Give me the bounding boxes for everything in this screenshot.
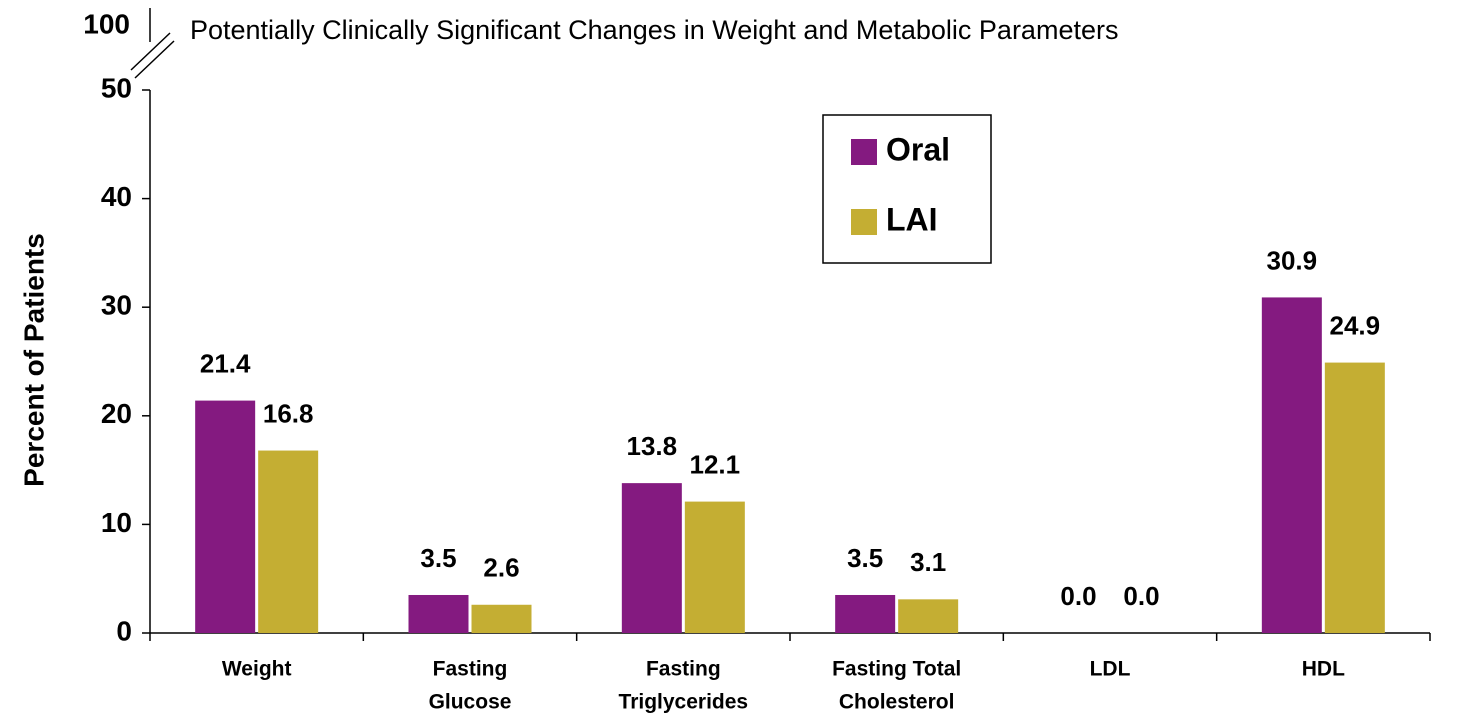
bar	[195, 400, 256, 633]
value-label: 3.1	[910, 547, 946, 577]
y-tick-label: 20	[101, 398, 132, 429]
value-label: 21.4	[200, 348, 251, 378]
value-label: 0.0	[1060, 581, 1096, 611]
x-tick-label: HDL	[1302, 658, 1345, 681]
y-tick-label: 10	[101, 507, 132, 538]
bar	[835, 594, 896, 633]
bar	[471, 604, 532, 633]
value-label: 0.0	[1123, 581, 1159, 611]
value-label: 16.8	[263, 398, 314, 428]
x-tick-label: Glucose	[429, 691, 512, 714]
value-label: 3.5	[847, 543, 883, 573]
bar	[258, 450, 319, 633]
bar	[621, 483, 682, 633]
legend-swatch	[851, 209, 877, 235]
bar	[684, 501, 745, 633]
x-tick-label: Cholesterol	[839, 691, 955, 714]
y-tick-label: 40	[101, 181, 132, 212]
value-label: 12.1	[690, 449, 741, 479]
x-tick-label: Fasting Total	[832, 658, 961, 681]
chart-title: Potentially Clinically Significant Chang…	[190, 15, 1118, 45]
x-tick-label: Weight	[222, 658, 292, 681]
x-tick-label: Fasting	[646, 658, 721, 681]
bar	[1261, 297, 1322, 633]
value-label: 13.8	[627, 431, 678, 461]
legend-label: LAI	[886, 201, 938, 237]
y-tick-label: 100	[83, 8, 130, 39]
value-label: 24.9	[1330, 310, 1381, 340]
bar	[1324, 362, 1385, 633]
bar	[408, 594, 469, 633]
y-tick-label: 30	[101, 290, 132, 321]
value-label: 30.9	[1267, 245, 1318, 275]
y-tick-label: 0	[116, 615, 132, 646]
value-label: 3.5	[420, 543, 456, 573]
axis-break	[134, 40, 175, 79]
bar	[898, 599, 959, 633]
legend-swatch	[851, 139, 877, 165]
x-tick-label: Triglycerides	[619, 691, 749, 714]
axis-break	[130, 32, 171, 71]
legend-label: Oral	[886, 131, 950, 167]
y-tick-label: 50	[101, 72, 132, 103]
y-axis-label: Percent of Patients	[18, 233, 49, 487]
value-label: 2.6	[483, 553, 519, 583]
x-tick-label: Fasting	[433, 658, 508, 681]
x-tick-label: LDL	[1090, 658, 1131, 681]
